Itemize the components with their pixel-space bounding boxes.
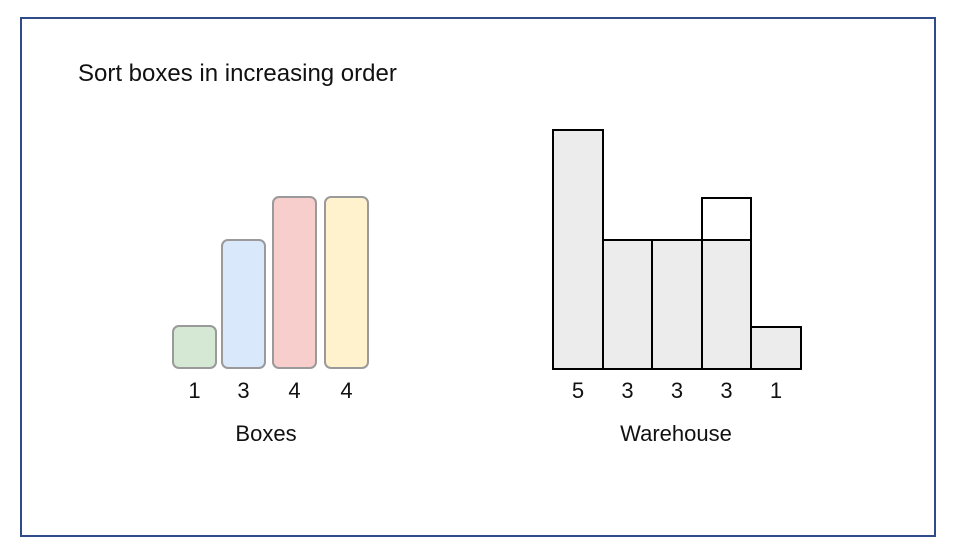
warehouse-room-5 (750, 326, 802, 370)
warehouse-room-height-label: 3 (670, 378, 684, 403)
warehouse-room-height-label: 3 (720, 378, 733, 403)
box-size-label: 4 (288, 378, 301, 403)
diagram-title: Sort boxes in increasing order (78, 60, 397, 87)
warehouse-room-1 (552, 129, 604, 370)
diagram-frame (20, 17, 936, 537)
warehouse-room-extra-outline (701, 197, 752, 241)
box-size-label: 4 (340, 378, 353, 403)
boxes-label: Boxes (235, 421, 297, 446)
warehouse-room-2 (602, 239, 653, 370)
box-size-label: 3 (237, 378, 250, 403)
box-4 (324, 196, 369, 369)
warehouse-room-3 (651, 239, 703, 370)
box-1 (172, 325, 217, 369)
box-2 (221, 239, 266, 369)
warehouse-room-4 (701, 239, 752, 370)
warehouse-label: Warehouse (620, 421, 732, 446)
box-3 (272, 196, 317, 369)
warehouse-room-height-label: 1 (769, 378, 783, 403)
warehouse-room-height-label: 3 (621, 378, 634, 403)
warehouse-room-height-label: 5 (571, 378, 585, 403)
box-size-label: 1 (188, 378, 201, 403)
